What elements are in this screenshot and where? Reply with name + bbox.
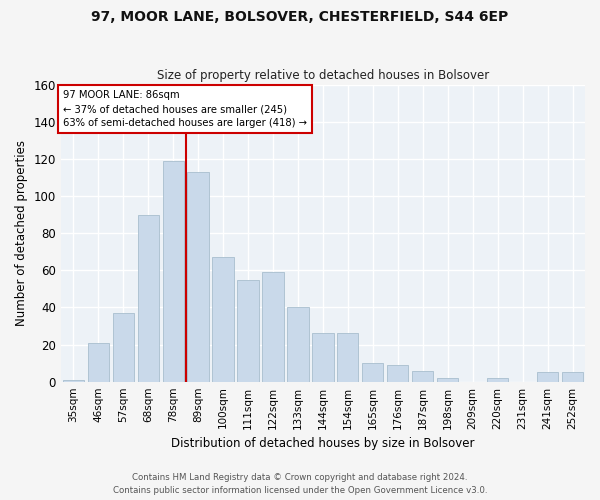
Bar: [387, 365, 409, 382]
Text: 97 MOOR LANE: 86sqm
← 37% of detached houses are smaller (245)
63% of semi-detac: 97 MOOR LANE: 86sqm ← 37% of detached ho…: [64, 90, 307, 128]
Bar: [137, 214, 159, 382]
Bar: [238, 280, 259, 382]
Bar: [88, 342, 109, 382]
Bar: [312, 334, 334, 382]
Bar: [163, 160, 184, 382]
Bar: [262, 272, 284, 382]
X-axis label: Distribution of detached houses by size in Bolsover: Distribution of detached houses by size …: [171, 437, 475, 450]
Bar: [187, 172, 209, 382]
Bar: [437, 378, 458, 382]
Bar: [337, 334, 358, 382]
Title: Size of property relative to detached houses in Bolsover: Size of property relative to detached ho…: [157, 69, 489, 82]
Bar: [562, 372, 583, 382]
Bar: [287, 308, 308, 382]
Bar: [412, 370, 433, 382]
Bar: [537, 372, 558, 382]
Bar: [212, 258, 233, 382]
Bar: [62, 380, 84, 382]
Bar: [362, 363, 383, 382]
Y-axis label: Number of detached properties: Number of detached properties: [15, 140, 28, 326]
Bar: [487, 378, 508, 382]
Text: Contains HM Land Registry data © Crown copyright and database right 2024.
Contai: Contains HM Land Registry data © Crown c…: [113, 473, 487, 495]
Text: 97, MOOR LANE, BOLSOVER, CHESTERFIELD, S44 6EP: 97, MOOR LANE, BOLSOVER, CHESTERFIELD, S…: [91, 10, 509, 24]
Bar: [113, 313, 134, 382]
